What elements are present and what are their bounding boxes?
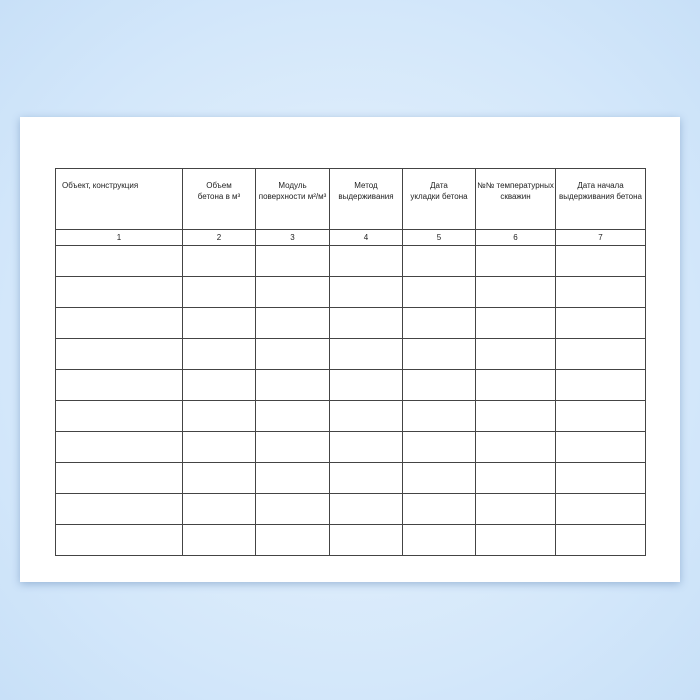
table-cell[interactable] [182, 493, 256, 525]
table-cell[interactable] [555, 493, 646, 525]
table-cell[interactable] [402, 276, 476, 308]
table-cell[interactable] [255, 276, 330, 308]
table-cell[interactable] [55, 276, 183, 308]
table-cell[interactable] [402, 245, 476, 277]
table-row [55, 400, 646, 432]
document-page: Объект, конструкция Объем бетона в м³ Моду… [20, 117, 680, 582]
column-number: 4 [329, 229, 403, 246]
column-header: Объект, конструкция [55, 168, 183, 230]
table-cell[interactable] [329, 462, 403, 494]
table-cell[interactable] [55, 400, 183, 432]
table-row [55, 338, 646, 370]
table-row [55, 524, 646, 556]
table-cell[interactable] [55, 369, 183, 401]
table-cell[interactable] [475, 400, 556, 432]
table-cell[interactable] [255, 307, 330, 339]
column-number: 1 [55, 229, 183, 246]
table-cell[interactable] [55, 431, 183, 463]
table-cell[interactable] [475, 307, 556, 339]
table-cell[interactable] [555, 338, 646, 370]
table-cell[interactable] [255, 524, 330, 556]
table-cell[interactable] [255, 462, 330, 494]
table-cell[interactable] [55, 493, 183, 525]
table-cell[interactable] [329, 431, 403, 463]
table-row [55, 493, 646, 525]
table-cell[interactable] [329, 245, 403, 277]
table-cell[interactable] [555, 524, 646, 556]
column-header: Объем бетона в м³ [182, 168, 256, 230]
table-cell[interactable] [475, 276, 556, 308]
table-row [55, 431, 646, 463]
column-number: 3 [255, 229, 330, 246]
column-header: №№ температурных скважин [475, 168, 556, 230]
table-cell[interactable] [182, 307, 256, 339]
column-number: 7 [555, 229, 646, 246]
table-cell[interactable] [402, 400, 476, 432]
column-header: Дата начала выдерживания бетона [555, 168, 646, 230]
table-cell[interactable] [55, 307, 183, 339]
table-cell[interactable] [55, 338, 183, 370]
table-row [55, 369, 646, 401]
table-cell[interactable] [182, 400, 256, 432]
table-cell[interactable] [475, 338, 556, 370]
table-cell[interactable] [55, 245, 183, 277]
table-cell[interactable] [329, 493, 403, 525]
column-header: Дата укладки бетона [402, 168, 476, 230]
table-row [55, 462, 646, 494]
table-cell[interactable] [255, 431, 330, 463]
table-cell[interactable] [555, 369, 646, 401]
column-header: Метод выдерживания [329, 168, 403, 230]
column-number: 6 [475, 229, 556, 246]
header-row: Объект, конструкция Объем бетона в м³ Моду… [55, 168, 646, 230]
column-number: 5 [402, 229, 476, 246]
table-cell[interactable] [402, 493, 476, 525]
table-cell[interactable] [475, 524, 556, 556]
table-cell[interactable] [555, 431, 646, 463]
table-cell[interactable] [182, 462, 256, 494]
table-cell[interactable] [329, 400, 403, 432]
table-cell[interactable] [329, 338, 403, 370]
table-cell[interactable] [402, 338, 476, 370]
table-cell[interactable] [182, 338, 256, 370]
table-cell[interactable] [555, 400, 646, 432]
table-cell[interactable] [475, 493, 556, 525]
table-cell[interactable] [475, 431, 556, 463]
table-cell[interactable] [402, 369, 476, 401]
table-cell[interactable] [555, 462, 646, 494]
table-cell[interactable] [475, 369, 556, 401]
table-cell[interactable] [329, 369, 403, 401]
table-cell[interactable] [182, 431, 256, 463]
table-cell[interactable] [475, 245, 556, 277]
table-cell[interactable] [255, 245, 330, 277]
concrete-curing-log-table: Объект, конструкция Объем бетона в м³ Моду… [55, 168, 646, 556]
table-cell[interactable] [555, 245, 646, 277]
table-cell[interactable] [329, 276, 403, 308]
column-header: Модуль поверхности м²/м³ [255, 168, 330, 230]
table-cell[interactable] [555, 307, 646, 339]
table-cell[interactable] [55, 462, 183, 494]
table-cell[interactable] [555, 276, 646, 308]
table-cell[interactable] [255, 369, 330, 401]
table-cell[interactable] [182, 524, 256, 556]
column-number: 2 [182, 229, 256, 246]
table-cell[interactable] [402, 462, 476, 494]
table-cell[interactable] [402, 524, 476, 556]
table-cell[interactable] [55, 524, 183, 556]
table-cell[interactable] [329, 307, 403, 339]
table-cell[interactable] [255, 400, 330, 432]
table-cell[interactable] [182, 369, 256, 401]
table-cell[interactable] [182, 276, 256, 308]
table-cell[interactable] [402, 431, 476, 463]
table-cell[interactable] [255, 338, 330, 370]
table-cell[interactable] [329, 524, 403, 556]
table-row [55, 307, 646, 339]
table-cell[interactable] [182, 245, 256, 277]
table-row [55, 276, 646, 308]
table-cell[interactable] [475, 462, 556, 494]
table-row [55, 245, 646, 277]
table-cell[interactable] [402, 307, 476, 339]
table-cell[interactable] [255, 493, 330, 525]
